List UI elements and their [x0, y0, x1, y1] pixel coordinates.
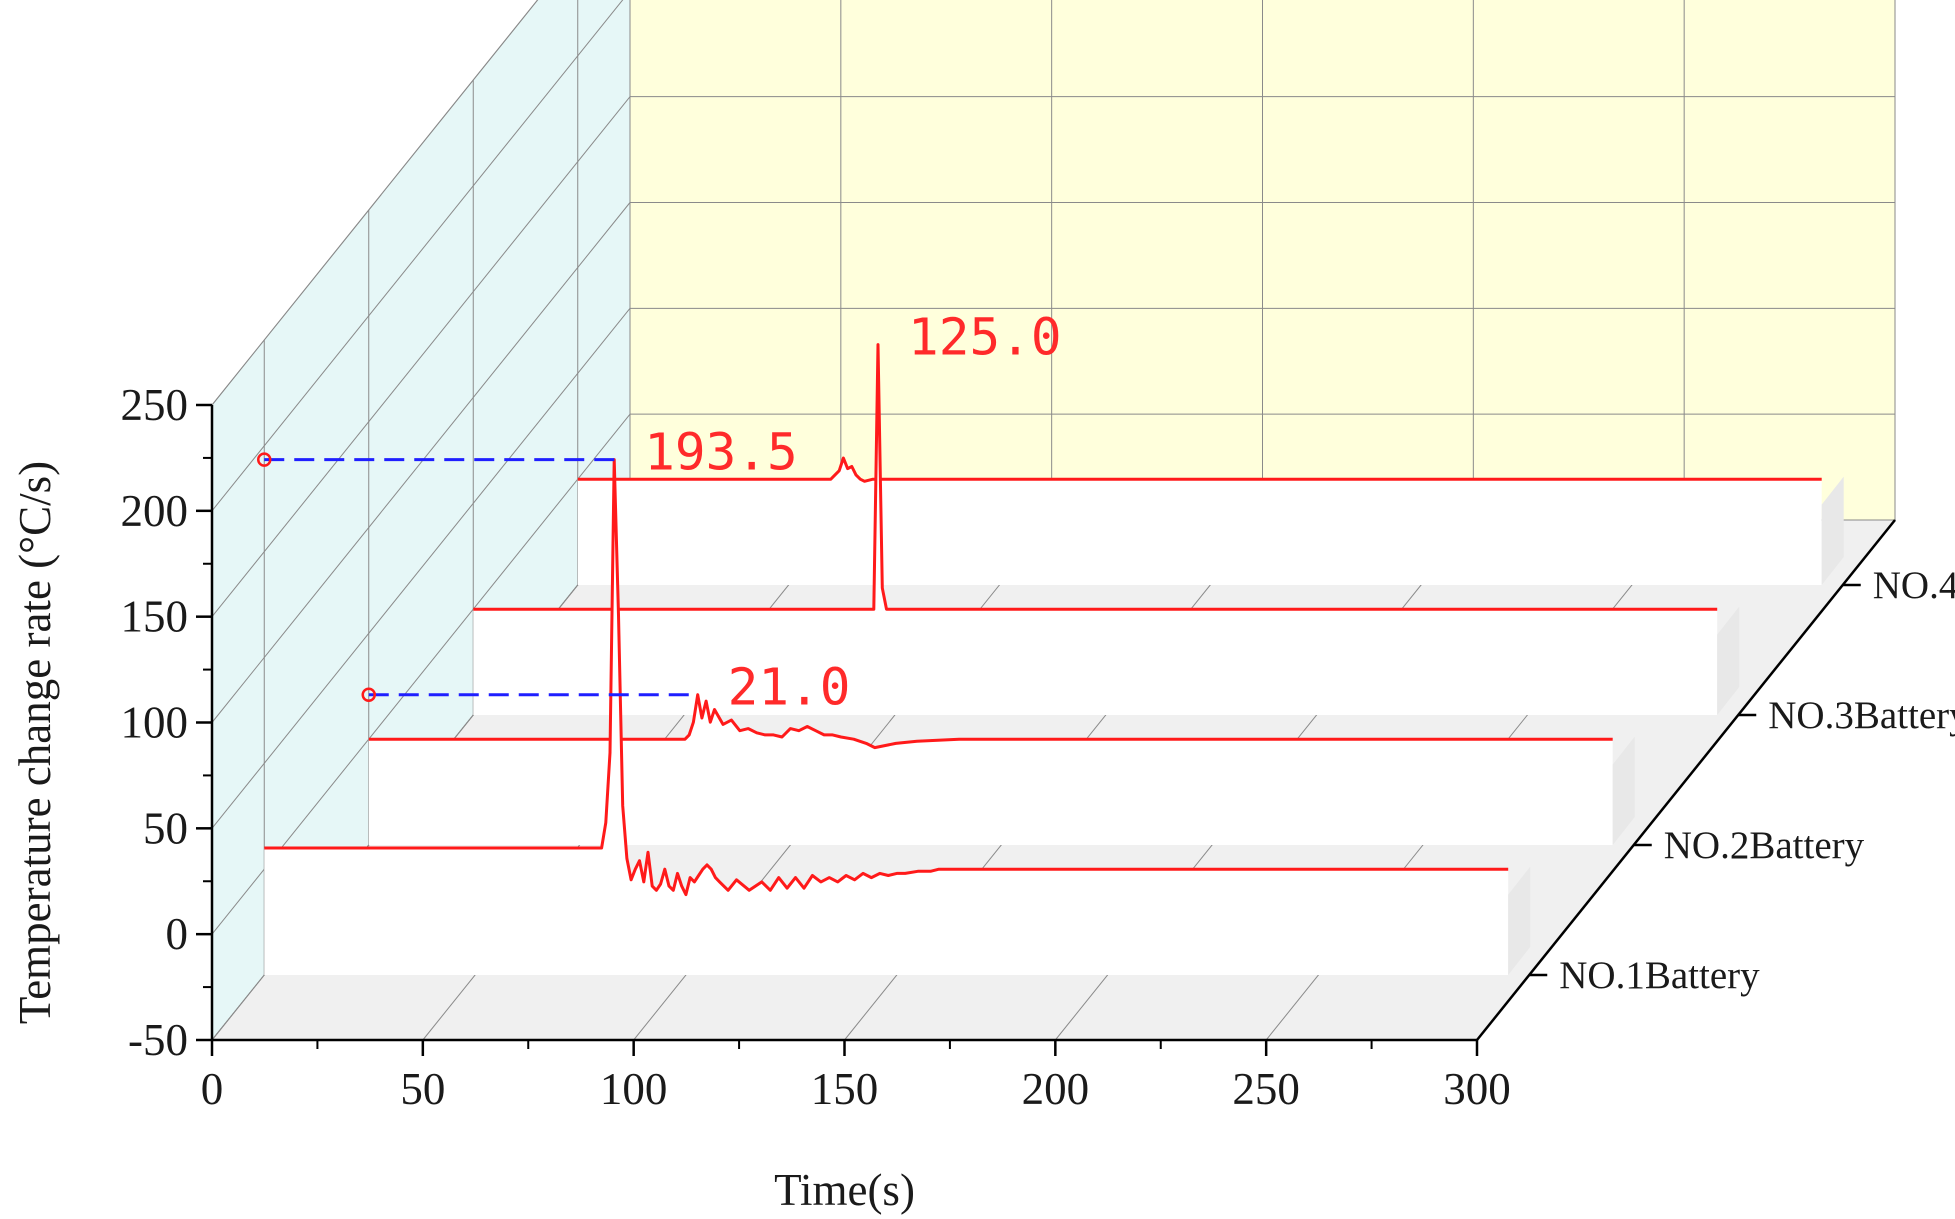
series-ribbon	[577, 458, 1822, 585]
x-tick-label: 150	[811, 1064, 879, 1114]
y-tick-label: 100	[121, 698, 189, 748]
ribbon-end-shade	[1508, 866, 1531, 975]
peak-value-label: 193.5	[644, 424, 798, 483]
series-ribbon	[368, 694, 1613, 845]
peak-annotation: 193.5	[257, 424, 798, 483]
series-ribbon	[264, 459, 1509, 976]
series-ribbon	[473, 344, 1718, 715]
series-line	[577, 456, 1822, 483]
side-wall-gridline	[211, 202, 631, 723]
y-tick-label: 0	[166, 909, 189, 959]
x-tick-label: 0	[201, 1064, 224, 1114]
peak-value-label: 125.0	[908, 309, 1062, 368]
x-tick-label: 50	[400, 1064, 445, 1114]
depth-axis-line	[1476, 519, 1896, 1041]
peak-annotation: 125.0	[908, 309, 1062, 368]
series-label: NO.4Battery	[1873, 564, 1955, 607]
y-tick-label: -50	[128, 1015, 188, 1065]
side-wall-gridline	[211, 0, 539, 406]
y-tick-label: 150	[121, 592, 189, 642]
y-axis-title: Temperature change rate (°C/s)	[10, 461, 60, 1024]
y-tick-label: 50	[143, 803, 188, 853]
series-line	[264, 458, 1509, 897]
series-ribbons	[264, 343, 1844, 976]
peak-marker	[361, 687, 376, 702]
ribbon-end-shade	[1612, 736, 1635, 845]
x-tick-label: 100	[600, 1064, 668, 1114]
series-label: NO.1Battery	[1559, 954, 1760, 997]
peak-value-label: 21.0	[728, 659, 851, 718]
x-tick-label: 300	[1443, 1064, 1511, 1114]
series-label: NO.2Battery	[1664, 824, 1865, 867]
x-tick-label: 200	[1022, 1064, 1090, 1114]
x-tick-label: 250	[1232, 1064, 1300, 1114]
series-line	[473, 343, 1718, 611]
chart-axes	[196, 403, 1896, 1056]
side-wall-gridline	[211, 0, 624, 512]
chart-labels: 0 50 100 150 200 250 300 -50 0 50 100 150 200 250 NO.1…	[10, 309, 1955, 1215]
peak-annotation: 21.0	[361, 659, 851, 718]
y-tick-label: 200	[121, 486, 189, 536]
series-line	[368, 693, 1613, 750]
peak-marker	[257, 452, 272, 467]
ribbon-end-shade	[1717, 606, 1740, 715]
ribbon-end-shade	[1821, 476, 1844, 585]
series-label: NO.3Battery	[1768, 694, 1955, 737]
y-tick-label: 250	[121, 380, 189, 430]
side-wall-gridline	[211, 308, 631, 829]
side-wall-gridline	[211, 96, 631, 617]
x-axis-title: Time(s)	[774, 1165, 915, 1215]
